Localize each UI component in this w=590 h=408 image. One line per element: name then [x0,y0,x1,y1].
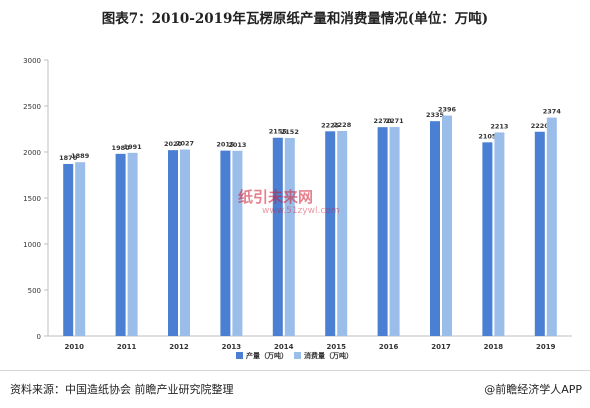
bar-consumption [389,127,400,337]
data-label: 2027 [176,140,194,148]
data-label: 2213 [490,122,508,130]
bar-production [534,131,545,336]
brand-credit: @前瞻经济学人APP [484,383,582,396]
x-tick-label: 2012 [169,343,189,351]
bar-consumption [232,150,243,336]
legend-label: 消费量（万吨） [304,351,353,360]
bar-production [168,150,178,336]
x-tick-label: 2015 [326,343,346,351]
data-label: 2220 [531,122,550,130]
y-tick-label: 2500 [23,103,41,111]
data-label: 2152 [281,128,299,136]
bar-production [325,131,336,336]
bar-consumption [75,162,86,336]
bar-production [272,137,283,336]
footer-divider [0,370,590,371]
data-label: 1889 [71,152,90,160]
x-tick-label: 2011 [117,343,137,351]
data-label: 2015 [216,141,235,149]
x-tick-label: 2014 [274,343,294,351]
data-label: 2396 [438,106,457,114]
bar-production [482,142,493,336]
bar-consumption [337,131,348,336]
bar-consumption [546,117,557,336]
legend-swatch [236,352,243,359]
data-label: 2105 [478,132,497,140]
y-tick-label: 3000 [23,57,41,65]
x-tick-label: 2013 [222,343,242,351]
chart-title: 图表7：2010-2019年瓦楞原纸产量和消费量情况(单位：万吨) [101,11,489,27]
bar-consumption [442,115,452,337]
data-label: 2020 [164,140,183,148]
data-label: 2270 [374,117,393,125]
data-label: 2155 [269,128,288,136]
bar-production [220,150,231,336]
x-tick-label: 2010 [64,343,84,351]
bar-production [377,127,388,336]
data-label: 2335 [426,111,445,119]
y-tick-label: 500 [28,287,41,295]
data-label: 2271 [386,117,405,125]
bar-production [115,153,126,336]
legend-label: 产量（万吨） [246,351,288,360]
center-watermark: 纸引未来网 [238,188,314,206]
data-label: 1870 [59,154,78,162]
bar-consumption [494,132,505,336]
x-tick-label: 2018 [484,343,504,351]
x-tick-label: 2019 [536,343,556,351]
data-label: 2225 [321,121,340,129]
y-tick-label: 0 [37,333,41,341]
bar-consumption [284,138,295,336]
center-watermark-url: www.51zywl.com [262,206,340,216]
source-note: 资料来源：中国造纸协会 前瞻产业研究院整理 [10,383,234,396]
y-tick-label: 1500 [23,195,41,203]
bar-production [63,163,74,336]
y-tick-label: 2000 [23,149,41,157]
bar-consumption [180,149,190,336]
data-label: 1991 [124,143,143,151]
x-tick-label: 2017 [431,343,451,351]
bar-production [430,121,440,337]
y-tick-label: 1000 [23,241,41,249]
data-label: 2013 [228,141,246,149]
data-label: 2374 [543,108,562,116]
x-tick-label: 2016 [379,343,399,351]
data-label: 1980 [112,144,131,152]
data-label: 2228 [333,121,352,129]
bar-consumption [127,152,138,336]
legend-swatch [294,352,301,359]
